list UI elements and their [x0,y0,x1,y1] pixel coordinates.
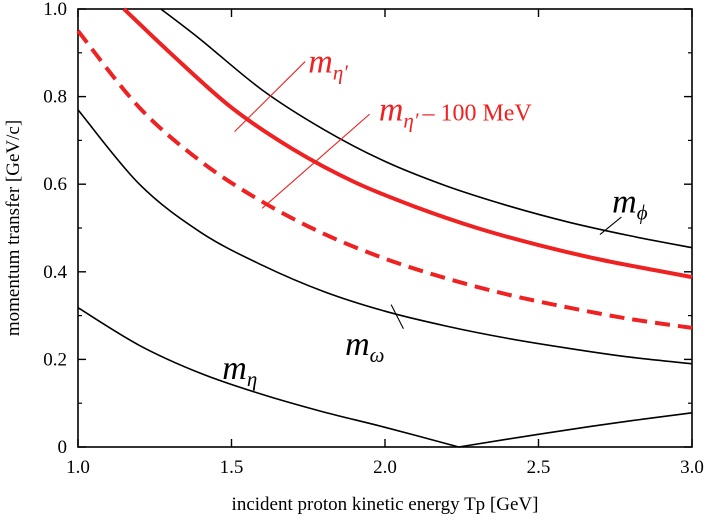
y-tick-label: 0.8 [43,87,67,108]
x-tick-label: 2.0 [373,457,397,478]
curve-label-subscript: ϕ [637,201,648,225]
y-axis-label: momentum transfer [GeV/c] [3,120,24,336]
label-leader-lines [234,61,622,329]
curve-label-m-omega: mω [345,326,384,367]
series-line-m-omega [77,109,693,365]
x-tick-label: 1.5 [220,457,244,478]
x-tick-label: 3.0 [680,457,704,478]
tick-labels: 1.0 1.5 2.0 2.5 3.0 0 0.2 0.4 0.6 0.8 1.0 [43,0,704,478]
leader-m-eta-prime-100 [261,113,371,209]
curve-label-main: m [612,184,637,221]
plot-frame [77,8,693,448]
series-line-m-eta [77,307,693,448]
curve-label-m-eta: mη [222,350,257,391]
y-tick-label: 0 [58,437,68,458]
series-line-m-phi [160,8,693,249]
curve-label-subscript: η′ [403,109,418,133]
curve-label-m-phi: mϕ [612,184,648,225]
tick-marks [77,8,693,448]
curve-label-main: m [222,350,247,387]
curve-label-main: m [379,92,404,129]
curve-label-m-eta-prime-minus-100: mη′ – 100 MeV [379,92,533,133]
x-tick-label: 2.5 [527,457,551,478]
y-tick-label: 0.2 [43,349,67,370]
leader-m-eta-prime [234,61,306,133]
curves [76,7,693,448]
series-line-m-eta-prime [122,7,693,280]
curve-label-subscript: ω [370,343,385,367]
curve-label-extra: – 100 MeV [421,101,532,127]
y-tick-label: 0.4 [43,262,67,283]
curve-label-main: m [308,44,333,81]
curve-label-m-eta-prime: mη′ [308,44,348,85]
x-axis-label: incident proton kinetic energy Tp [GeV] [232,494,539,515]
x-tick-label: 1.0 [66,457,90,478]
y-tick-label: 0.6 [43,174,67,195]
curve-label-subscript: η′ [333,61,348,85]
series-line-m-eta-prime-minus-100 [76,29,693,330]
curve-label-main: m [345,326,370,363]
leader-m-phi [599,216,622,235]
y-tick-label: 1.0 [43,0,67,20]
curve-label-subscript: η [247,367,257,391]
leader-m-omega [390,304,404,329]
